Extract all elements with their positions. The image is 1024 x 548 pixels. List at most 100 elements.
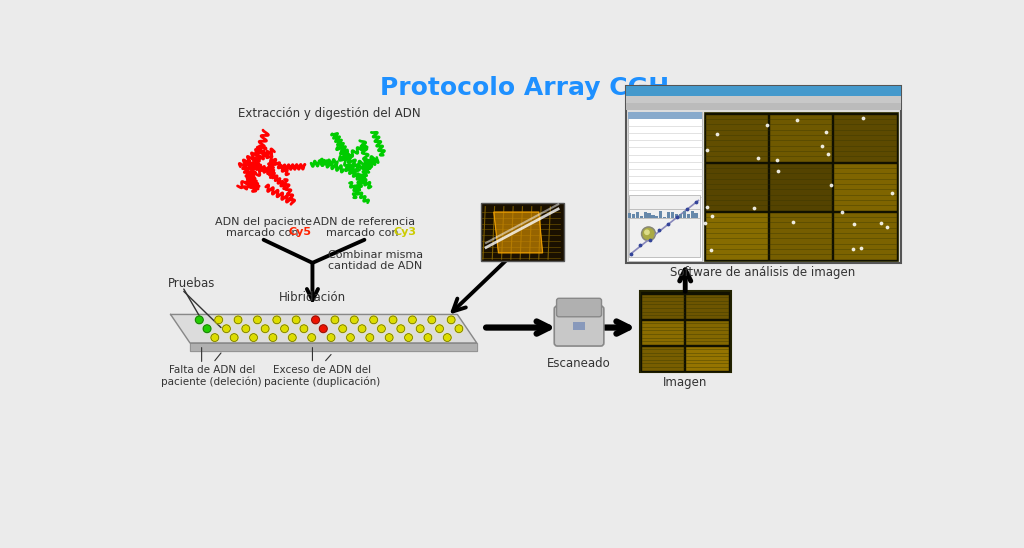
Circle shape	[443, 334, 452, 341]
Circle shape	[211, 334, 219, 341]
Circle shape	[643, 229, 654, 239]
Circle shape	[397, 325, 404, 333]
Text: Extracción y digestión del ADN: Extracción y digestión del ADN	[239, 106, 421, 119]
Circle shape	[645, 230, 649, 235]
Point	[703, 245, 720, 254]
FancyBboxPatch shape	[705, 212, 768, 260]
Point	[632, 241, 648, 249]
Text: Cy3: Cy3	[394, 227, 417, 237]
Point	[784, 218, 801, 226]
Point	[790, 116, 806, 124]
Circle shape	[350, 316, 358, 324]
Circle shape	[254, 316, 261, 324]
FancyBboxPatch shape	[628, 112, 701, 260]
Circle shape	[269, 334, 276, 341]
Circle shape	[370, 316, 378, 324]
FancyBboxPatch shape	[685, 319, 729, 345]
Point	[834, 207, 850, 216]
FancyBboxPatch shape	[769, 212, 833, 260]
Text: Marcaje con
sondas: Marcaje con sondas	[486, 204, 557, 232]
Bar	[643, 212, 647, 218]
Polygon shape	[494, 212, 543, 253]
Text: Combinar misma
cantidad de ADN: Combinar misma cantidad de ADN	[328, 250, 423, 271]
Circle shape	[196, 316, 203, 324]
FancyBboxPatch shape	[626, 86, 901, 96]
FancyBboxPatch shape	[769, 163, 833, 211]
Circle shape	[424, 334, 432, 341]
Circle shape	[242, 325, 250, 333]
Point	[650, 226, 667, 235]
Bar	[647, 213, 650, 218]
Point	[697, 219, 714, 227]
Circle shape	[289, 334, 296, 341]
Bar	[651, 215, 654, 218]
Circle shape	[331, 316, 339, 324]
FancyBboxPatch shape	[705, 113, 768, 162]
Point	[759, 121, 775, 130]
Bar	[667, 212, 670, 218]
Point	[846, 220, 862, 229]
Circle shape	[222, 325, 230, 333]
Circle shape	[308, 334, 315, 341]
Point	[699, 203, 716, 212]
Point	[623, 250, 639, 259]
Point	[818, 128, 835, 136]
Text: Exceso de ADN del
paciente (duplicación): Exceso de ADN del paciente (duplicación)	[263, 364, 380, 387]
Point	[746, 204, 763, 213]
FancyBboxPatch shape	[705, 163, 768, 211]
Point	[660, 220, 677, 229]
Circle shape	[292, 316, 300, 324]
Point	[688, 198, 705, 207]
Point	[641, 236, 657, 244]
Bar	[664, 216, 667, 218]
Point	[698, 146, 715, 155]
Circle shape	[250, 334, 257, 341]
Text: Escaneado: Escaneado	[547, 357, 611, 370]
Point	[853, 244, 869, 253]
Point	[855, 114, 871, 123]
FancyBboxPatch shape	[834, 113, 897, 162]
FancyBboxPatch shape	[626, 96, 901, 102]
Circle shape	[300, 325, 308, 333]
Point	[769, 156, 785, 164]
Circle shape	[428, 316, 435, 324]
Point	[823, 180, 840, 189]
Circle shape	[641, 227, 655, 241]
Text: Cy5: Cy5	[289, 227, 311, 237]
FancyBboxPatch shape	[685, 294, 729, 319]
Circle shape	[366, 334, 374, 341]
Bar	[636, 212, 639, 218]
Bar	[675, 214, 678, 218]
Circle shape	[319, 325, 328, 333]
Point	[845, 245, 861, 254]
Circle shape	[339, 325, 346, 333]
FancyBboxPatch shape	[480, 203, 563, 260]
Circle shape	[378, 325, 385, 333]
Bar	[690, 210, 693, 218]
FancyBboxPatch shape	[557, 298, 601, 317]
Bar	[655, 216, 658, 218]
Text: Protocolo Array CGH: Protocolo Array CGH	[380, 76, 670, 100]
Circle shape	[215, 316, 222, 324]
FancyBboxPatch shape	[626, 86, 901, 263]
Bar	[679, 214, 682, 218]
Point	[884, 189, 900, 197]
FancyBboxPatch shape	[834, 163, 897, 211]
Circle shape	[234, 316, 242, 324]
Circle shape	[328, 334, 335, 341]
Point	[709, 130, 725, 139]
Bar	[671, 212, 674, 218]
Point	[814, 142, 830, 151]
Circle shape	[447, 316, 455, 324]
Point	[679, 204, 695, 213]
Circle shape	[346, 334, 354, 341]
Circle shape	[311, 316, 319, 324]
FancyBboxPatch shape	[703, 112, 898, 260]
FancyBboxPatch shape	[834, 212, 897, 260]
FancyBboxPatch shape	[641, 319, 684, 345]
FancyBboxPatch shape	[685, 346, 729, 370]
Circle shape	[281, 325, 289, 333]
FancyBboxPatch shape	[641, 294, 684, 319]
Text: Pruebas: Pruebas	[168, 277, 216, 290]
Circle shape	[404, 334, 413, 341]
